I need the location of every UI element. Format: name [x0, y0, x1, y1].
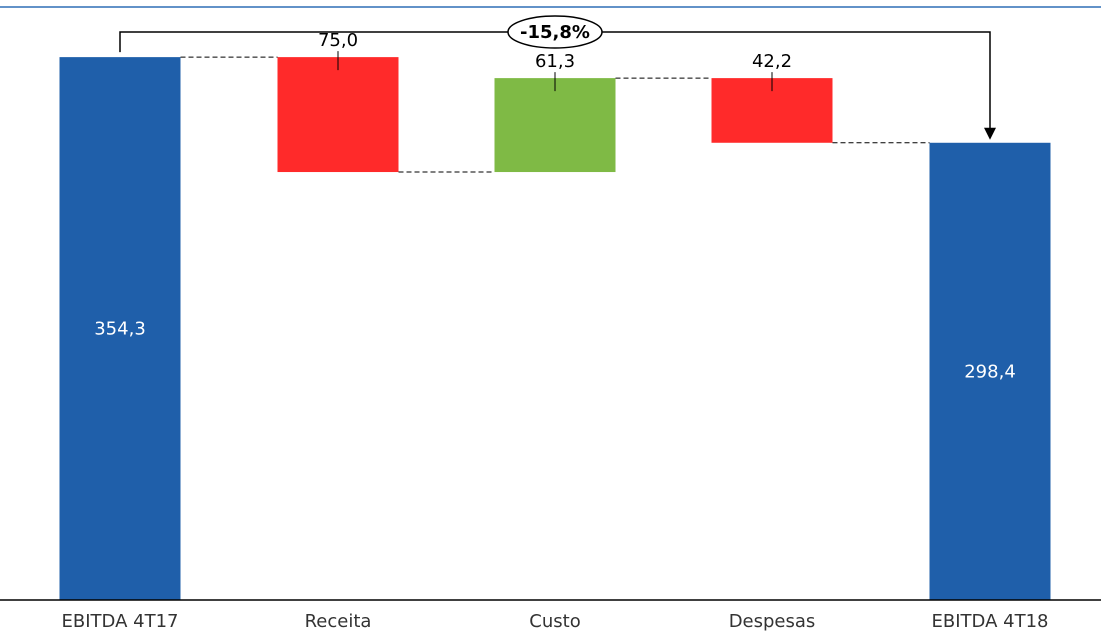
annotation-oval — [507, 15, 603, 49]
change-annotation: -15,8% — [119, 15, 996, 140]
category-label-1: Receita — [305, 611, 372, 632]
category-label-2: Custo — [529, 611, 580, 632]
total-label-0: 354,3 — [94, 319, 146, 340]
total-label-4: 298,4 — [964, 361, 1016, 382]
arrow-head-icon — [984, 127, 996, 140]
delta-ticks — [337, 51, 773, 92]
delta-label-1: 75,0 — [318, 30, 358, 51]
bars-group — [59, 57, 1051, 600]
category-label-3: Despesas — [729, 611, 816, 632]
delta-label-3: 42,2 — [752, 51, 792, 72]
labels-group: 354,3 EBITDA 4T17 75,0 Receita 61,3 Custo 42,2… — [62, 30, 1049, 632]
bar-4 — [929, 142, 1051, 600]
category-label-0: EBITDA 4T17 — [62, 611, 179, 632]
bar-0 — [59, 57, 181, 600]
bar-1 — [277, 57, 399, 173]
annotation-label: -15,8% — [520, 22, 590, 43]
bar-2 — [494, 78, 616, 173]
delta-label-2: 61,3 — [535, 51, 575, 72]
connector-lines — [180, 56, 930, 173]
category-label-4: EBITDA 4T18 — [932, 611, 1049, 632]
